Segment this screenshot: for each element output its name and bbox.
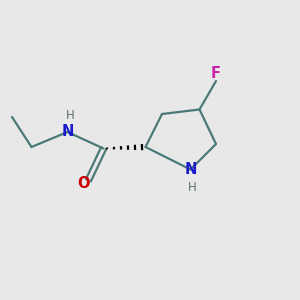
Text: O: O <box>78 176 90 190</box>
Text: N: N <box>184 162 197 177</box>
Text: N: N <box>61 124 74 140</box>
Text: F: F <box>211 66 221 81</box>
Text: H: H <box>66 109 75 122</box>
Text: H: H <box>188 181 196 194</box>
